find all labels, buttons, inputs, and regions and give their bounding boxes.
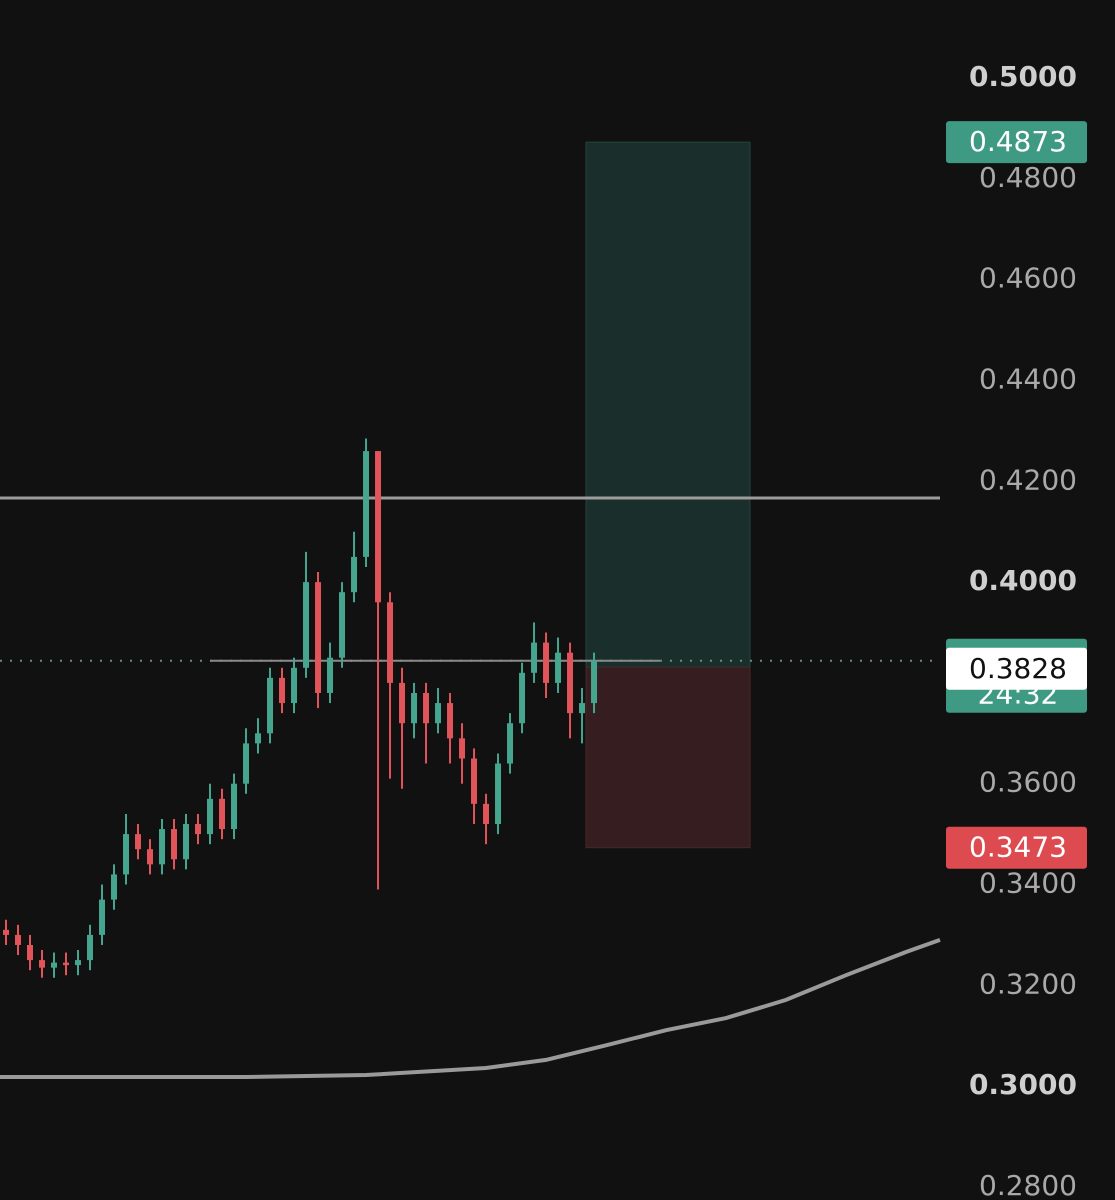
candle-body bbox=[363, 451, 370, 557]
y-tick-label: 0.3200 bbox=[979, 967, 1077, 1000]
candle-body bbox=[231, 783, 238, 830]
candle-body bbox=[87, 934, 94, 961]
candle-body bbox=[135, 834, 142, 850]
candle-body bbox=[243, 743, 250, 784]
candle-body bbox=[147, 849, 154, 865]
candle-body bbox=[39, 960, 46, 968]
candle-body bbox=[579, 703, 586, 714]
candle-body bbox=[543, 642, 550, 683]
candle-body bbox=[423, 692, 430, 724]
candle-body bbox=[411, 692, 418, 724]
candle-body bbox=[327, 657, 334, 693]
price-label: 0.4873 bbox=[969, 125, 1067, 158]
y-tick-label: 0.4000 bbox=[969, 564, 1077, 597]
candle-body bbox=[75, 960, 82, 966]
candle-body bbox=[315, 582, 322, 693]
candle-body bbox=[495, 763, 502, 825]
price-label: 0.3473 bbox=[969, 831, 1067, 864]
price-label-box bbox=[946, 647, 1087, 690]
candle-body bbox=[15, 934, 22, 945]
y-tick-label: 0.4800 bbox=[979, 161, 1077, 194]
candle-body bbox=[375, 451, 382, 603]
candle-body bbox=[435, 703, 442, 724]
candle-body bbox=[3, 929, 10, 935]
price-label: 0.3828 bbox=[969, 652, 1067, 685]
moving-average bbox=[0, 938, 941, 1079]
candle-body bbox=[567, 652, 574, 714]
candle-body bbox=[111, 874, 118, 900]
candle-body bbox=[267, 677, 274, 734]
y-tick-label: 0.3400 bbox=[979, 867, 1077, 900]
candle-body bbox=[51, 962, 58, 968]
y-tick-label: 0.4600 bbox=[979, 262, 1077, 295]
candle-body bbox=[27, 944, 34, 961]
y-tick-label: 0.4400 bbox=[979, 363, 1077, 396]
candle-body bbox=[447, 703, 454, 739]
candle-body bbox=[171, 829, 178, 860]
candle-body bbox=[531, 642, 538, 673]
y-tick-label: 0.4200 bbox=[979, 463, 1077, 496]
price-label-box bbox=[946, 121, 1087, 164]
y-tick-label: 0.3600 bbox=[979, 766, 1077, 799]
y-tick-label: 0.5000 bbox=[969, 60, 1077, 93]
candle-body bbox=[483, 803, 490, 825]
candle-body bbox=[351, 556, 358, 593]
price-label-box bbox=[946, 826, 1087, 869]
loss-zone bbox=[585, 666, 751, 849]
profit-zone bbox=[585, 141, 751, 668]
candle-body bbox=[123, 834, 130, 875]
candle-body bbox=[63, 962, 70, 966]
y-tick-label: 0.2800 bbox=[979, 1169, 1077, 1200]
candle-body bbox=[591, 660, 598, 704]
candle-body bbox=[507, 723, 514, 764]
candle-body bbox=[195, 824, 202, 835]
candle-body bbox=[471, 758, 478, 804]
y-tick-label: 0.3000 bbox=[969, 1068, 1077, 1101]
candle-body bbox=[519, 672, 526, 724]
candle-body bbox=[555, 652, 562, 683]
candle-body bbox=[99, 899, 106, 935]
candle-body bbox=[459, 738, 466, 759]
candle-body bbox=[219, 798, 226, 830]
candle-body bbox=[279, 677, 286, 704]
candle-body bbox=[207, 798, 214, 835]
candle-body bbox=[183, 824, 190, 860]
candle-body bbox=[291, 667, 298, 704]
candle-body bbox=[159, 829, 166, 865]
candle-body bbox=[387, 602, 394, 683]
candle-body bbox=[339, 592, 346, 658]
candle-body bbox=[255, 733, 262, 744]
candle-body bbox=[399, 682, 406, 724]
candle-body bbox=[303, 582, 310, 668]
